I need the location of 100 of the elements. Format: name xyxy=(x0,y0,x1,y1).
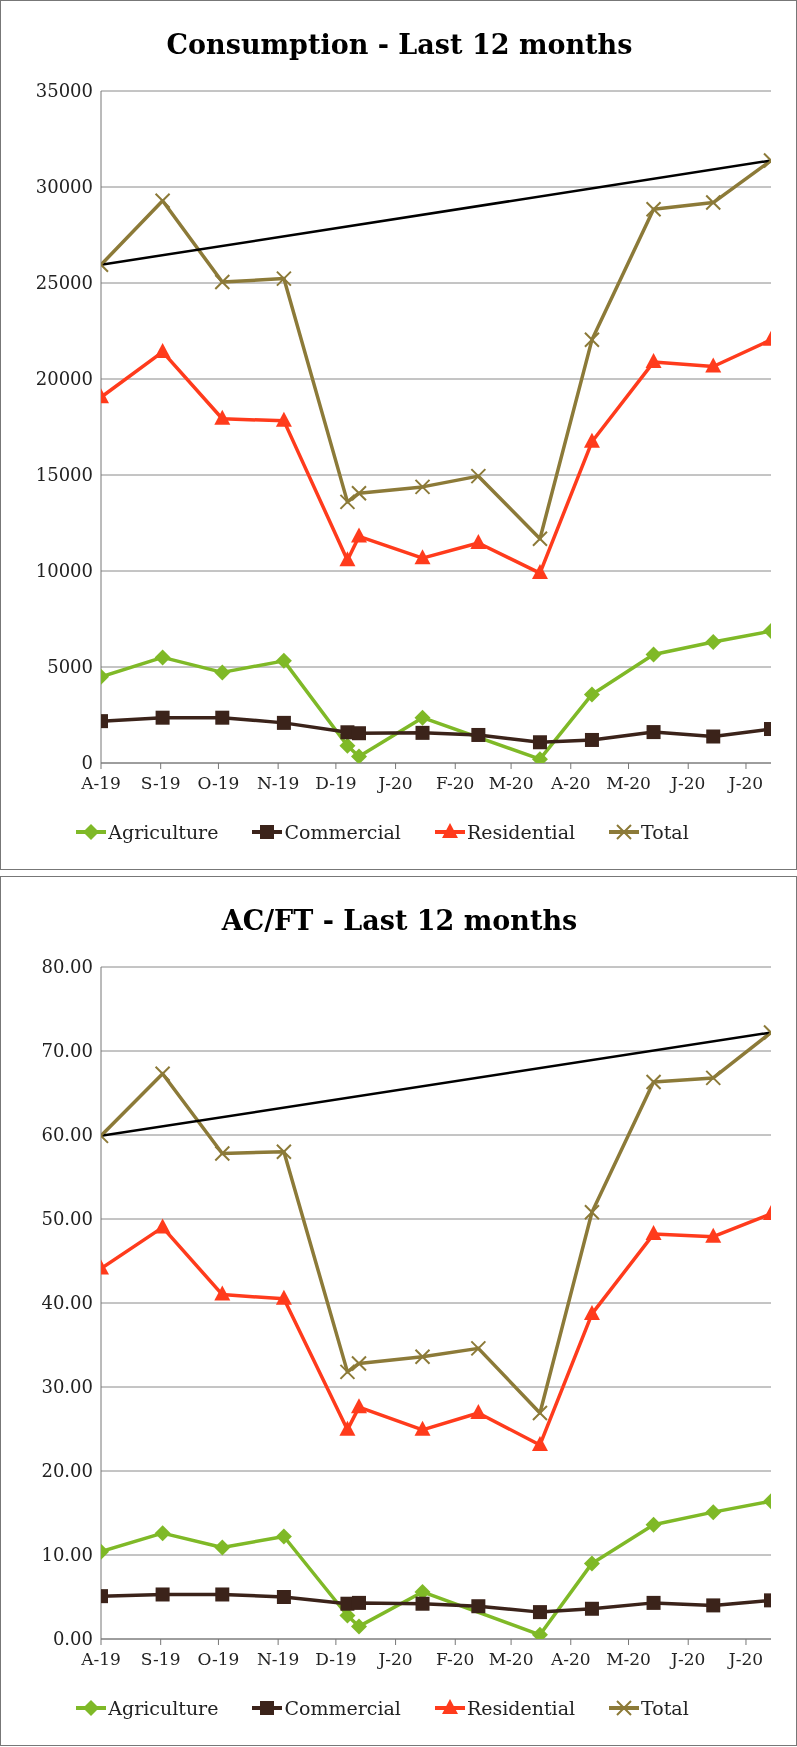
point xyxy=(275,1143,292,1160)
point xyxy=(215,1587,230,1602)
point xyxy=(645,1074,662,1091)
point xyxy=(583,1304,600,1320)
point xyxy=(275,652,292,669)
x-tick-label: J-20 xyxy=(376,773,413,794)
point xyxy=(531,1405,548,1422)
x-tick-label: J-20 xyxy=(669,773,706,794)
point xyxy=(706,729,721,744)
point xyxy=(470,1340,487,1357)
x-tick-label: D-19 xyxy=(315,773,357,794)
point xyxy=(646,725,661,740)
point xyxy=(470,533,487,549)
point xyxy=(214,1539,231,1556)
point xyxy=(531,1435,548,1451)
y-tick-label: 5000 xyxy=(47,656,93,678)
point xyxy=(583,432,600,448)
point xyxy=(351,1595,366,1610)
chart-title: AC/FT - Last 12 months xyxy=(220,905,579,936)
point xyxy=(214,1285,231,1301)
point xyxy=(214,1145,231,1162)
x-tick-label: M-20 xyxy=(606,1649,651,1670)
point xyxy=(583,1555,600,1572)
x-tick-label: M-20 xyxy=(488,773,534,794)
y-tick-label: 20000 xyxy=(35,368,93,390)
point xyxy=(645,646,662,663)
point xyxy=(470,468,487,485)
y-tick-label: 0.00 xyxy=(52,1628,93,1650)
point xyxy=(531,530,548,547)
legend-label: Agriculture xyxy=(108,1697,219,1719)
point xyxy=(339,551,356,567)
point xyxy=(532,735,547,750)
point xyxy=(154,1218,171,1234)
point xyxy=(350,1398,367,1414)
x-tick-label: S-19 xyxy=(140,1649,181,1670)
y-tick-label: 30.00 xyxy=(41,1376,93,1398)
x-tick-label: O-19 xyxy=(197,1649,240,1670)
point xyxy=(583,686,600,703)
legend-label: Agriculture xyxy=(108,821,219,843)
y-tick-label: 70.00 xyxy=(41,1040,93,1062)
point xyxy=(350,1355,367,1372)
x-tick-label: J-20 xyxy=(669,1649,706,1670)
y-tick-label: 15000 xyxy=(35,464,93,486)
y-tick-label: 40.00 xyxy=(41,1292,93,1314)
point xyxy=(275,270,292,287)
point xyxy=(350,527,367,543)
x-tick-label: J-20 xyxy=(726,1649,764,1670)
x-tick-label: N-19 xyxy=(256,773,300,794)
y-tick-label: 80.00 xyxy=(41,956,93,978)
x-tick-label: A-20 xyxy=(549,773,591,794)
point xyxy=(155,710,170,725)
point xyxy=(414,709,431,726)
y-tick-label: 60.00 xyxy=(41,1124,93,1146)
point xyxy=(645,201,662,218)
point xyxy=(584,1601,599,1616)
point xyxy=(276,715,291,730)
point xyxy=(705,357,722,373)
point xyxy=(339,737,356,754)
point xyxy=(583,1204,600,1221)
x-tick-label: A-20 xyxy=(549,1649,591,1670)
point xyxy=(705,634,722,651)
legend-label: Total xyxy=(641,1697,689,1719)
y-tick-label: 0 xyxy=(81,752,93,774)
point xyxy=(339,1420,356,1436)
point xyxy=(154,1525,171,1542)
x-tick-label: N-19 xyxy=(256,1649,300,1670)
point xyxy=(645,1225,662,1241)
point xyxy=(705,1227,722,1243)
point xyxy=(531,564,548,580)
point xyxy=(471,727,486,742)
y-tick-label: 50.00 xyxy=(41,1208,93,1230)
point xyxy=(215,710,230,725)
x-tick-label: F-20 xyxy=(436,773,475,794)
x-tick-label: D-19 xyxy=(315,1649,357,1670)
x-tick-label: J-20 xyxy=(726,773,764,794)
point xyxy=(705,1504,722,1521)
point xyxy=(471,1599,486,1614)
point xyxy=(275,1528,292,1545)
point xyxy=(415,725,430,740)
point xyxy=(214,274,231,291)
x-tick-label: S-19 xyxy=(140,773,181,794)
point xyxy=(214,409,231,425)
y-tick-label: 25000 xyxy=(35,272,93,294)
point xyxy=(339,1363,356,1380)
point xyxy=(414,1348,431,1365)
point xyxy=(351,726,366,741)
y-tick-label: 10000 xyxy=(35,560,93,582)
legend-label: Residential xyxy=(466,1697,576,1719)
point xyxy=(532,1605,547,1620)
x-tick-label: M-20 xyxy=(488,1649,534,1670)
point xyxy=(415,1596,430,1611)
y-tick-label: 35000 xyxy=(35,80,93,102)
point xyxy=(339,493,356,510)
point xyxy=(705,194,722,211)
point xyxy=(706,1598,721,1613)
legend-label: Commercial xyxy=(284,1697,401,1719)
point xyxy=(584,732,599,747)
point xyxy=(154,649,171,666)
point xyxy=(350,748,367,763)
point xyxy=(350,485,367,502)
